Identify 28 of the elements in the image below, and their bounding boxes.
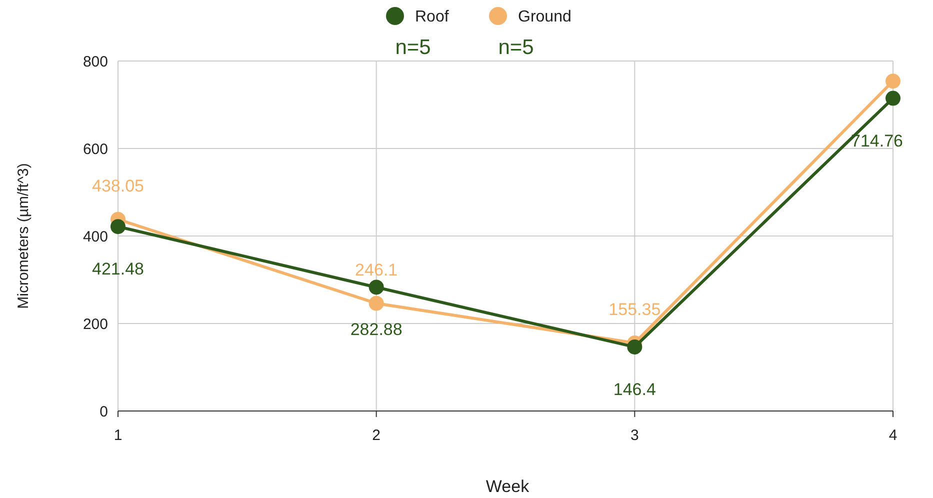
- legend-label: Ground: [518, 8, 572, 26]
- point: [627, 339, 642, 354]
- data-label: 282.88: [350, 320, 402, 340]
- data-label: 714.76: [851, 131, 903, 150]
- x-tick-label: 4: [888, 427, 898, 444]
- point: [886, 74, 900, 89]
- y-tick-label: 400: [82, 228, 108, 246]
- x-axis-title: Week: [486, 477, 530, 496]
- x-tick-label: 1: [114, 427, 122, 444]
- data-label: 146.4: [613, 380, 656, 399]
- y-tick-label: 200: [82, 316, 108, 333]
- y-tick-label: 800: [82, 53, 108, 70]
- point: [368, 280, 384, 295]
- y-tick-label: 600: [82, 140, 108, 158]
- y-axis-title: Micrometers (µm/ft^3): [15, 163, 32, 309]
- legend-label: Roof: [415, 8, 450, 26]
- data-label: 421.48: [92, 260, 144, 279]
- data-label: 246.1: [355, 260, 398, 280]
- x-tick-label: 3: [630, 427, 639, 444]
- point: [110, 219, 126, 234]
- point: [886, 90, 900, 106]
- text: n=5: [498, 36, 534, 59]
- x-tick-label: 2: [372, 427, 381, 444]
- y-tick-label: 0: [100, 403, 108, 420]
- data-label: 155.35: [608, 300, 661, 320]
- point: [368, 296, 384, 311]
- data-label: 438.05: [92, 176, 144, 196]
- text: n=5: [395, 36, 431, 59]
